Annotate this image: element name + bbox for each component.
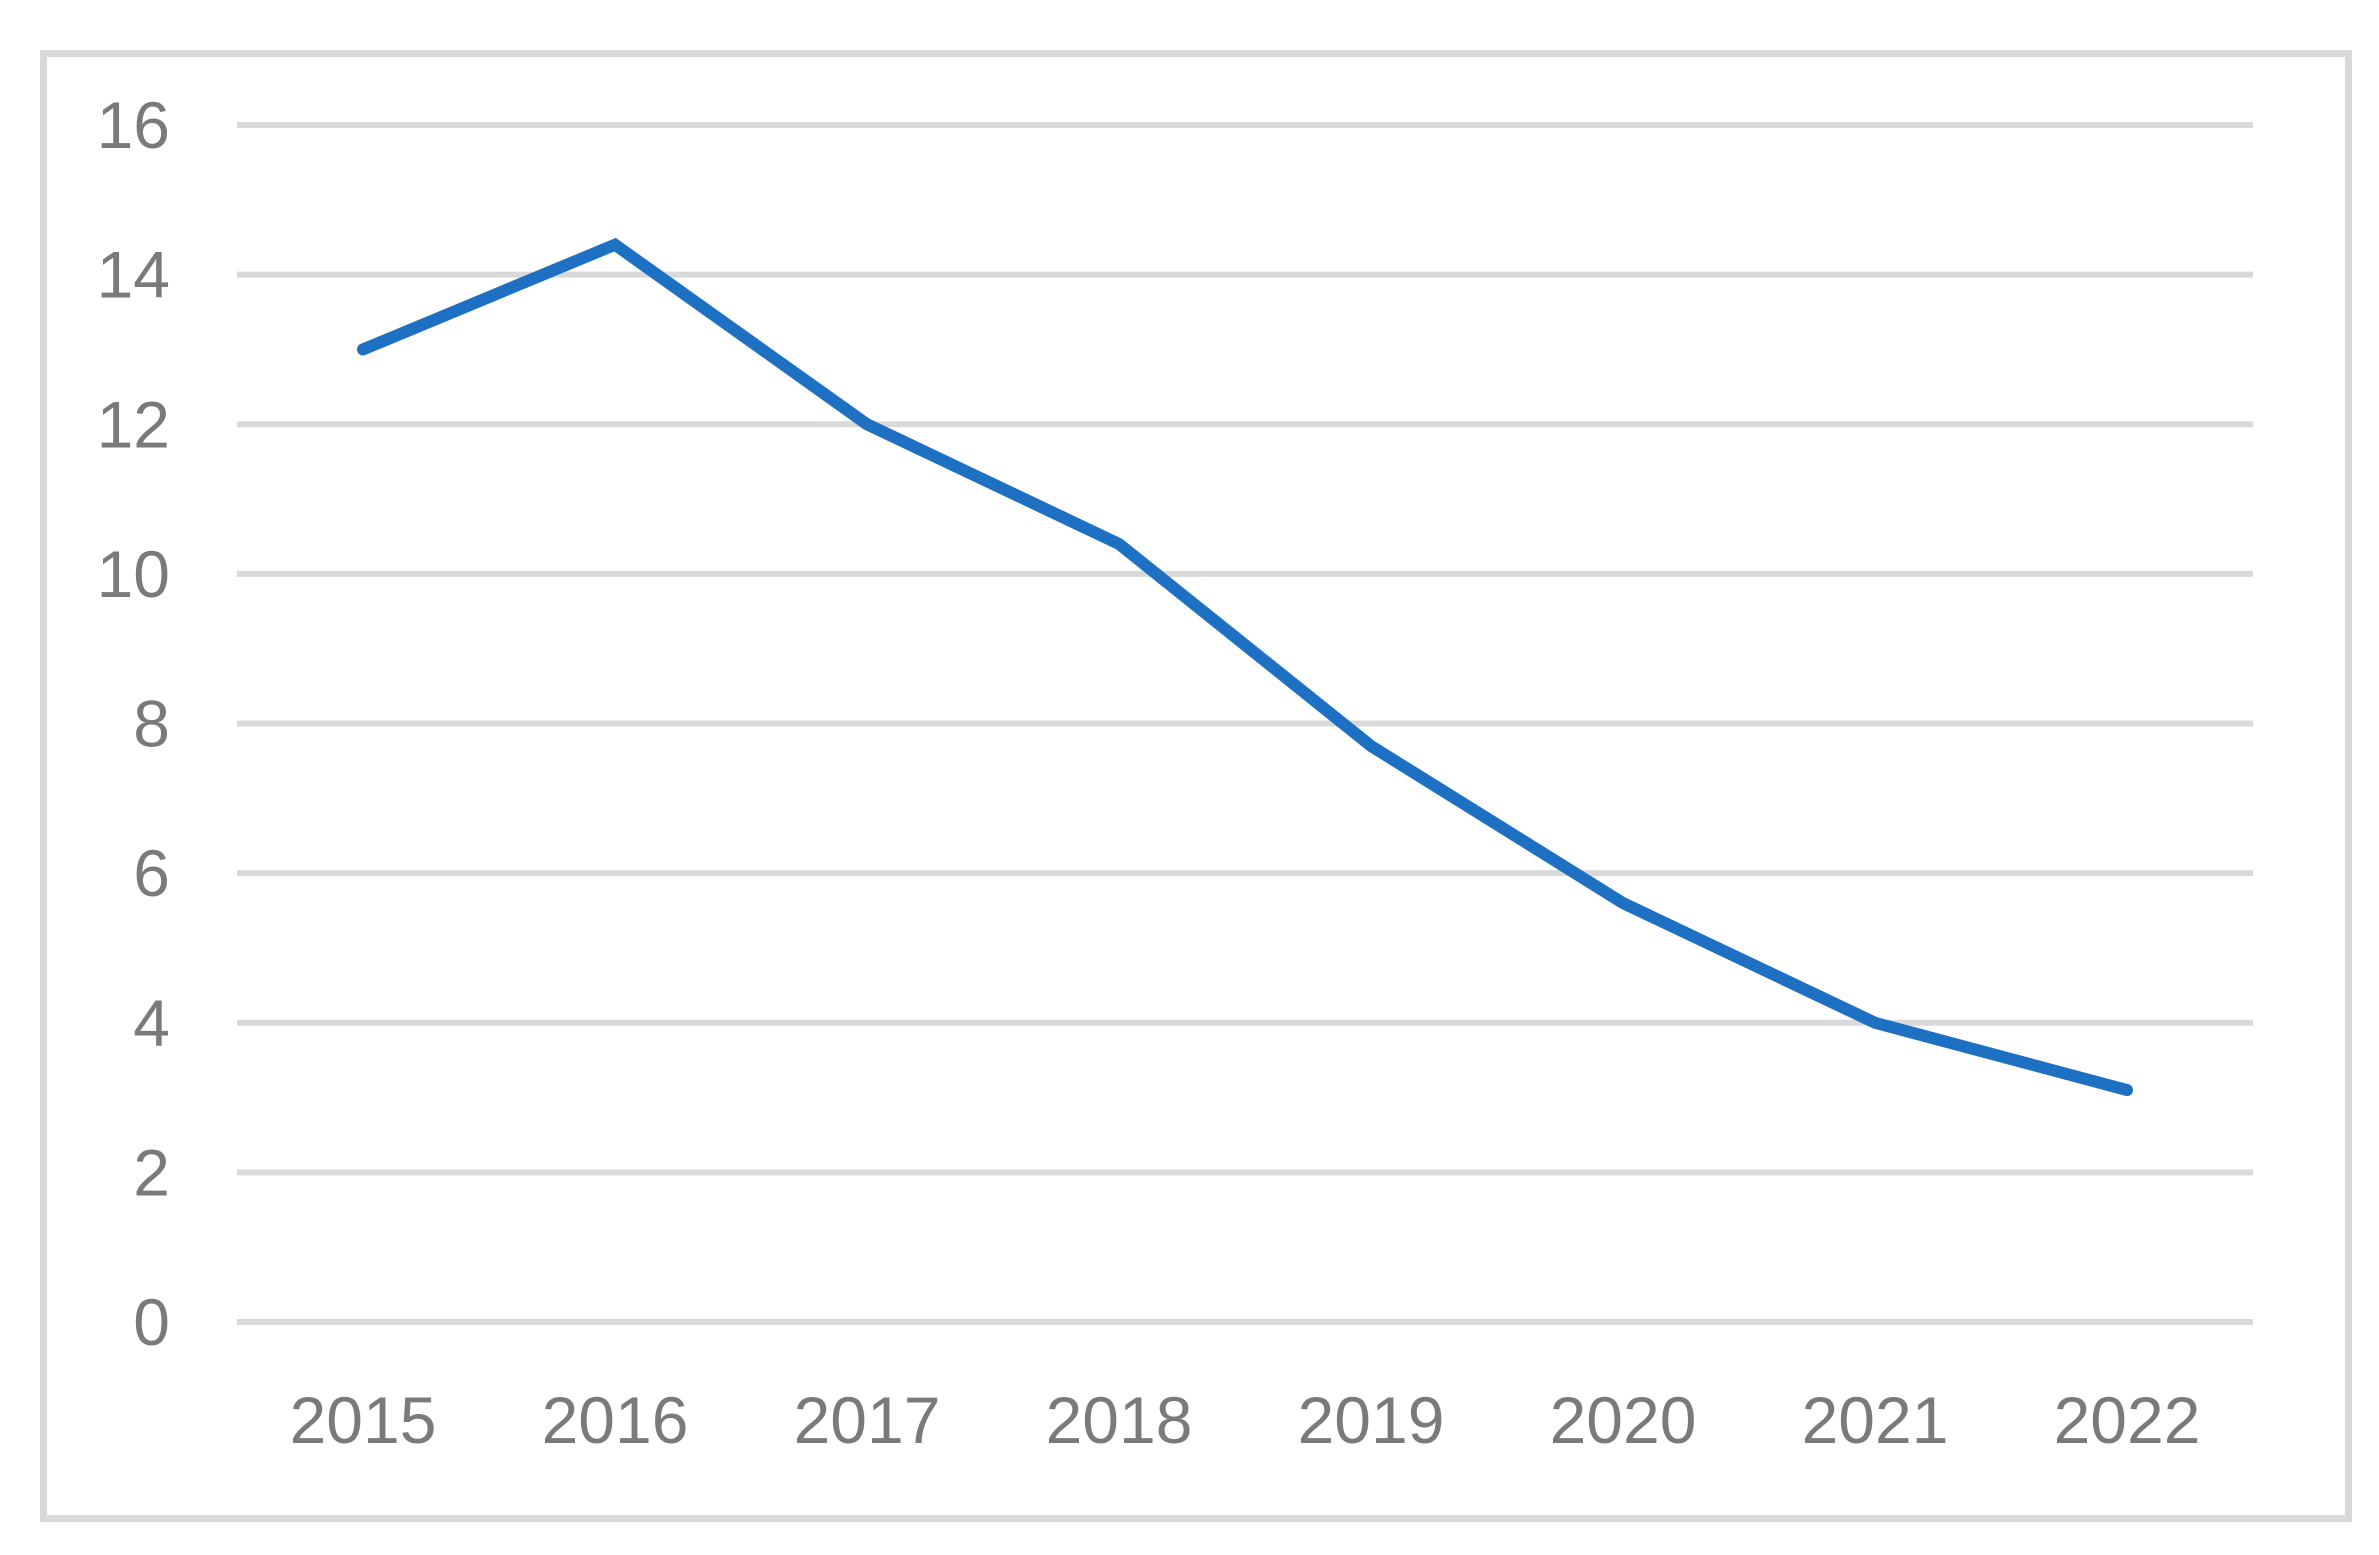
y-tick-label: 16 bbox=[97, 88, 170, 162]
y-tick-label: 14 bbox=[97, 238, 170, 312]
x-tick-label: 2016 bbox=[542, 1383, 689, 1457]
y-tick-label: 4 bbox=[133, 986, 170, 1060]
x-tick-label: 2017 bbox=[794, 1383, 941, 1457]
y-tick-label: 10 bbox=[97, 537, 170, 611]
y-tick-label: 8 bbox=[133, 687, 170, 761]
x-tick-label: 2020 bbox=[1550, 1383, 1697, 1457]
x-tick-label: 2019 bbox=[1298, 1383, 1445, 1457]
y-tick-label: 2 bbox=[133, 1135, 170, 1209]
x-tick-label: 2015 bbox=[290, 1383, 437, 1457]
y-axis-labels: 0 2 4 6 8 10 12 14 16 bbox=[97, 88, 170, 1359]
x-tick-label: 2018 bbox=[1046, 1383, 1193, 1457]
series-line bbox=[357, 237, 2133, 1097]
y-tick-label: 12 bbox=[97, 387, 170, 461]
y-tick-label: 6 bbox=[133, 836, 170, 910]
data-series bbox=[357, 237, 2133, 1097]
y-tick-label: 0 bbox=[133, 1285, 170, 1359]
x-tick-label: 2022 bbox=[2054, 1383, 2201, 1457]
gridlines bbox=[237, 122, 2253, 1325]
x-axis-labels: 2015 2016 2017 2018 2019 2020 2021 2022 bbox=[290, 1383, 2201, 1457]
x-tick-label: 2021 bbox=[1802, 1383, 1949, 1457]
